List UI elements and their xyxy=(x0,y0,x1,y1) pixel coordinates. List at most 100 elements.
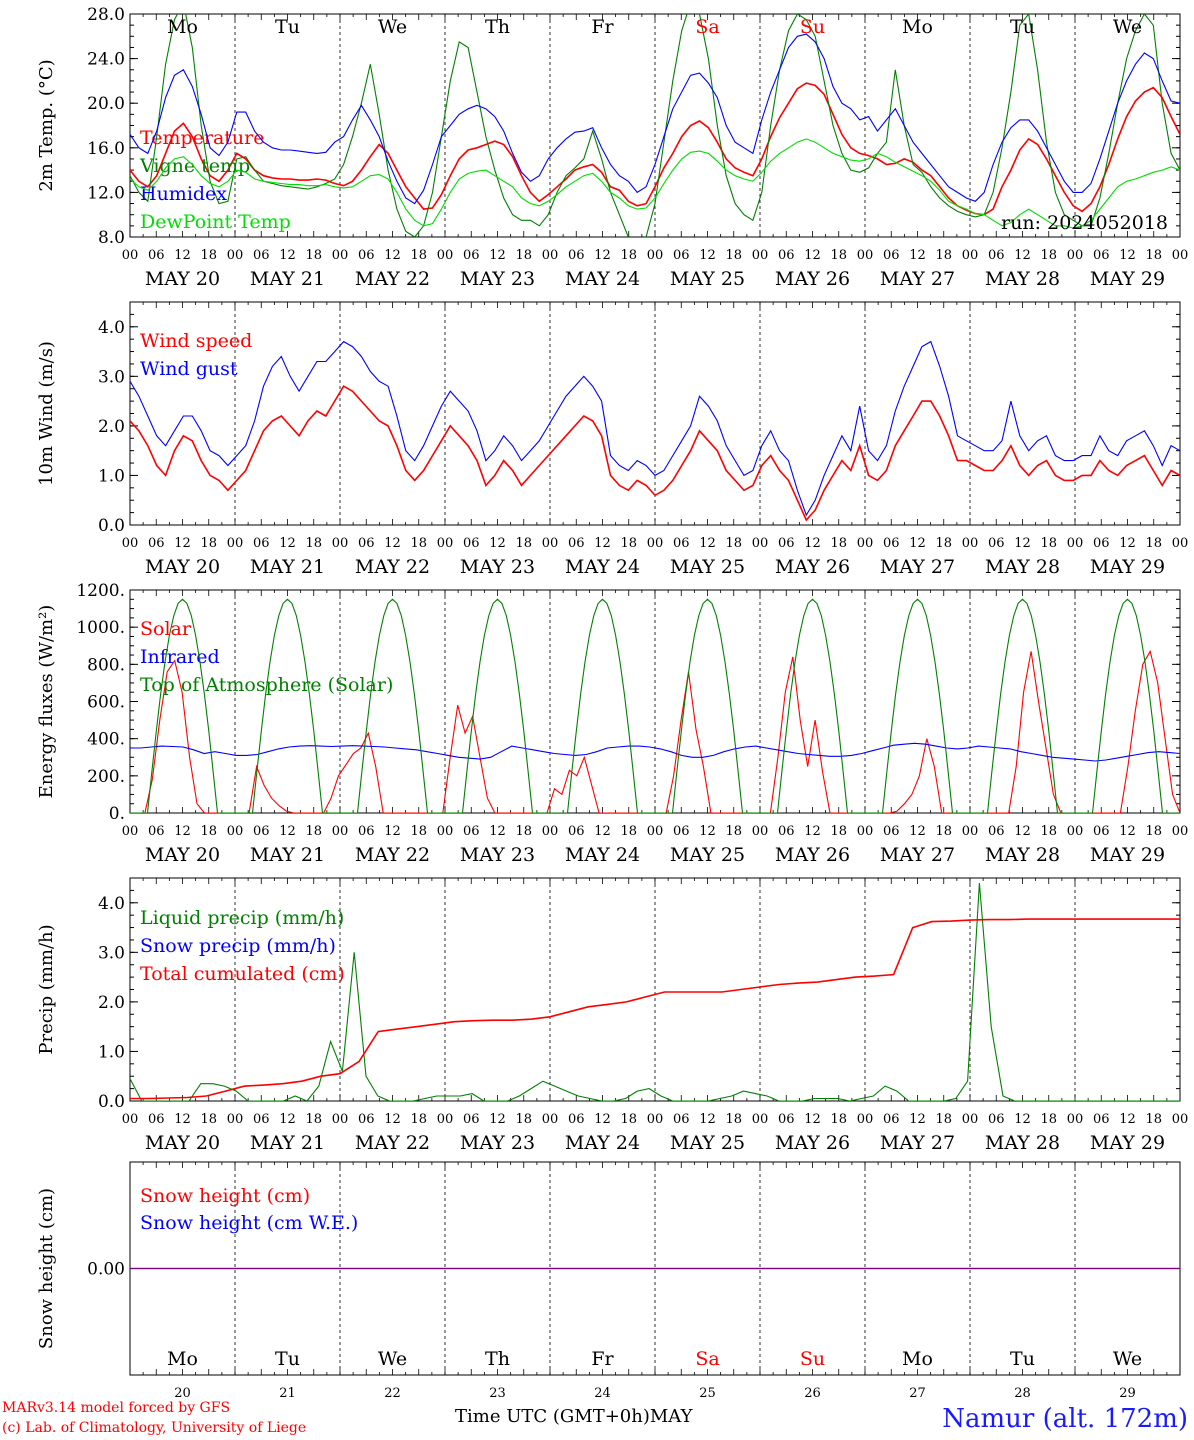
hour-tick-label: 12 xyxy=(384,248,401,263)
hour-tick-label: 18 xyxy=(200,1112,217,1127)
y-tick-label: 16.0 xyxy=(87,139,125,159)
hour-tick-label: 06 xyxy=(253,1112,270,1127)
legend-precip-1: Snow precip (mm/h) xyxy=(140,935,336,957)
legend-snow-0: Snow height (cm) xyxy=(140,1185,310,1207)
hour-tick-label: 00 xyxy=(962,1112,979,1127)
y-tick-label: 4.0 xyxy=(98,894,125,914)
hour-tick-label: 18 xyxy=(200,536,217,551)
hour-tick-label: 06 xyxy=(463,824,480,839)
day-name-bottom: We xyxy=(1113,1348,1142,1370)
hour-tick-label: 06 xyxy=(883,1112,900,1127)
series-line-wind-0 xyxy=(130,385,1180,522)
date-label: MAY 29 xyxy=(1090,1132,1165,1154)
y-tick-label: 20.0 xyxy=(87,94,125,114)
date-label: MAY 26 xyxy=(775,268,850,290)
hour-tick-label: 12 xyxy=(489,1112,506,1127)
hour-tick-label: 12 xyxy=(279,536,296,551)
hour-tick-label: 12 xyxy=(594,248,611,263)
hour-tick-label: 18 xyxy=(305,536,322,551)
series-line-temperature-1 xyxy=(130,14,1180,237)
date-label: MAY 24 xyxy=(565,844,640,866)
date-label: MAY 25 xyxy=(670,844,745,866)
hour-tick-label: 00 xyxy=(437,824,454,839)
date-label: MAY 24 xyxy=(565,1132,640,1154)
hour-tick-label: 18 xyxy=(410,824,427,839)
hour-tick-label: 06 xyxy=(1093,1112,1110,1127)
hour-tick-label: 12 xyxy=(174,536,191,551)
day-name-bottom: Fr xyxy=(591,1348,614,1370)
legend-snow-1: Snow height (cm W.E.) xyxy=(140,1212,358,1234)
day-name-top: Su xyxy=(800,16,825,38)
date-label: MAY 20 xyxy=(145,1132,220,1154)
hour-tick-label: 18 xyxy=(200,248,217,263)
hour-tick-label: 12 xyxy=(909,536,926,551)
date-label: MAY 21 xyxy=(250,556,325,578)
date-label: MAY 20 xyxy=(145,556,220,578)
hour-tick-label: 00 xyxy=(1172,1112,1189,1127)
hour-tick-label: 12 xyxy=(594,824,611,839)
date-label: MAY 21 xyxy=(250,268,325,290)
hour-tick-label: 06 xyxy=(568,824,585,839)
y-tick-label: 2.0 xyxy=(98,993,125,1013)
series-line-precip-2 xyxy=(130,918,1180,1100)
series-line-temperature-2 xyxy=(130,33,1180,205)
legend-energy-1: Infrared xyxy=(140,646,220,668)
y-tick-label: 1.0 xyxy=(98,1042,125,1062)
hour-tick-label: 06 xyxy=(988,536,1005,551)
day-name-bottom: We xyxy=(378,1348,407,1370)
y-tick-label: 400. xyxy=(87,730,125,750)
hour-tick-label: 06 xyxy=(778,248,795,263)
hour-tick-label: 06 xyxy=(673,824,690,839)
y-tick-label: 1.0 xyxy=(98,466,125,486)
hour-tick-label: 00 xyxy=(122,536,139,551)
date-label: MAY 29 xyxy=(1090,844,1165,866)
hour-tick-label: 00 xyxy=(122,248,139,263)
date-label: MAY 20 xyxy=(145,844,220,866)
hour-tick-label: 00 xyxy=(227,1112,244,1127)
hour-tick-label: 12 xyxy=(279,824,296,839)
legend-temperature-3: DewPoint Temp xyxy=(140,211,291,233)
hour-tick-label: 18 xyxy=(830,1112,847,1127)
hour-tick-label: 00 xyxy=(227,536,244,551)
day-name-top: Tu xyxy=(1010,16,1035,38)
y-tick-label: 1000. xyxy=(76,618,125,638)
y-tick-label: 1200. xyxy=(76,581,125,601)
hour-tick-label: 18 xyxy=(515,248,532,263)
day-number: 28 xyxy=(1014,1386,1031,1400)
hour-tick-label: 00 xyxy=(647,824,664,839)
hour-tick-label: 00 xyxy=(542,1112,559,1127)
hour-tick-label: 06 xyxy=(988,1112,1005,1127)
hour-tick-label: 12 xyxy=(804,824,821,839)
y-tick-label: 800. xyxy=(87,655,125,675)
hour-tick-label: 12 xyxy=(174,824,191,839)
run-label: run: 2024052018 xyxy=(1001,212,1168,234)
hour-tick-label: 00 xyxy=(857,1112,874,1127)
hour-tick-label: 06 xyxy=(883,536,900,551)
hour-tick-label: 06 xyxy=(883,824,900,839)
series-line-temperature-3 xyxy=(130,138,1180,229)
hour-tick-label: 00 xyxy=(752,536,769,551)
model-credit: MARv3.14 model forced by GFS xyxy=(2,1400,231,1416)
hour-tick-label: 18 xyxy=(200,824,217,839)
y-tick-label: 3.0 xyxy=(98,943,125,963)
date-label: MAY 27 xyxy=(880,1132,955,1154)
day-name-top: Tu xyxy=(275,16,300,38)
hour-tick-label: 12 xyxy=(384,824,401,839)
date-label: MAY 26 xyxy=(775,1132,850,1154)
hour-tick-label: 12 xyxy=(489,248,506,263)
y-tick-label: 0.00 xyxy=(87,1260,125,1280)
hour-tick-label: 00 xyxy=(1067,1112,1084,1127)
hour-tick-label: 06 xyxy=(568,536,585,551)
series-line-temperature-0 xyxy=(130,82,1180,216)
hour-tick-label: 00 xyxy=(647,1112,664,1127)
hour-tick-label: 00 xyxy=(437,536,454,551)
hour-tick-label: 00 xyxy=(122,1112,139,1127)
date-label: MAY 22 xyxy=(355,268,430,290)
series-line-energy-2 xyxy=(130,598,1180,813)
x-axis-label: Time UTC (GMT+0h)MAY xyxy=(455,1406,693,1427)
hour-tick-label: 12 xyxy=(699,1112,716,1127)
hour-tick-label: 18 xyxy=(305,1112,322,1127)
hour-tick-label: 00 xyxy=(647,536,664,551)
hour-tick-label: 12 xyxy=(804,248,821,263)
day-number: 24 xyxy=(594,1386,611,1400)
